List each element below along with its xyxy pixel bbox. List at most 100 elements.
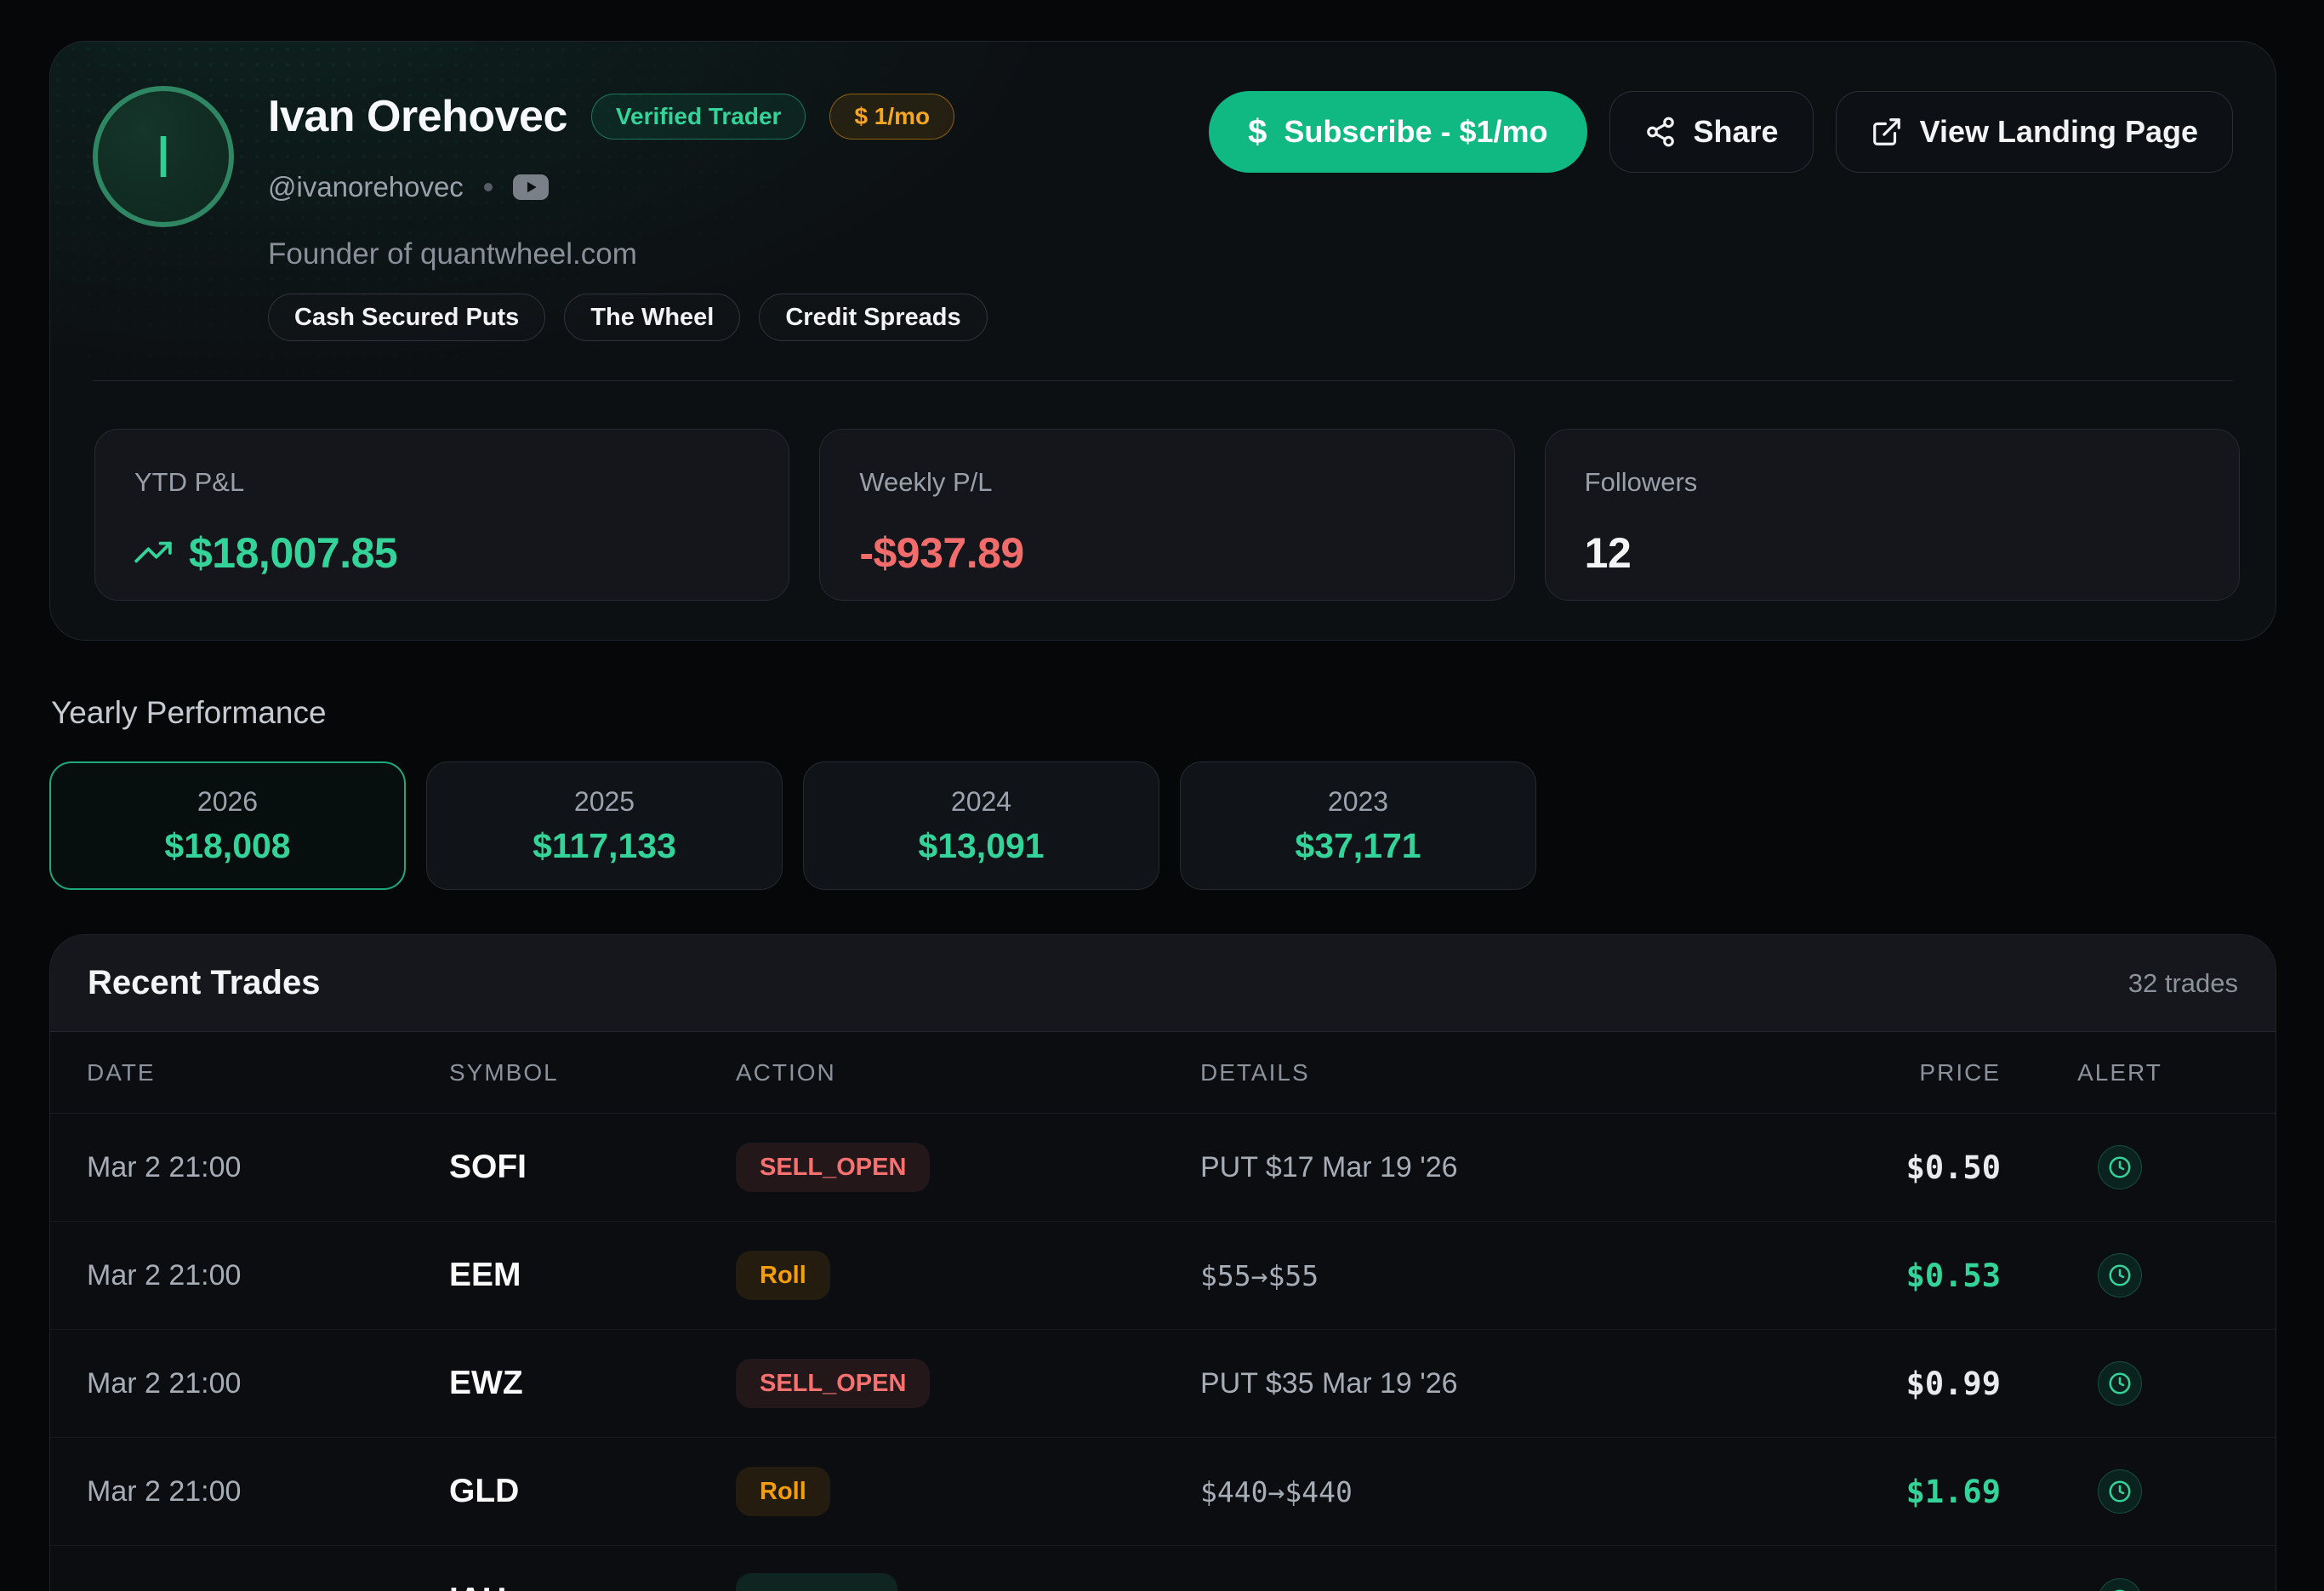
col-details: DETAILS [1200,1058,1310,1086]
trade-details: $55→$55 [1200,1258,1319,1292]
price-badge: $ 1/mo [829,94,955,140]
yearly-performance-cards: 2026 $18,008 2025 $117,133 2024 $13,091 … [49,761,2276,890]
avatar-initial: I [155,123,172,190]
stat-card-ytd-pnl: YTD P&L $18,007.85 [94,429,790,601]
clock-icon [2109,1372,2131,1394]
col-symbol: SYMBOL [449,1058,559,1086]
trade-row-eem[interactable]: Mar 2 21:00 EEM Roll $55→$55 $0.53 [50,1222,2276,1330]
alert-clock-button[interactable] [2098,1145,2142,1189]
alert-clock-button[interactable] [2098,1577,2142,1591]
trade-price: $0.50 [1905,1149,2001,1186]
subscribe-label: Subscribe - $1/mo [1284,114,1548,149]
alert-clock-button[interactable] [2098,1361,2142,1406]
alert-clock-button[interactable] [2098,1469,2142,1514]
year-label: 2024 [950,785,1012,817]
trade-price: $1.69 [1905,1473,2001,1510]
year-card-2026[interactable]: 2026 $18,008 [49,761,406,890]
dollar-icon: $ [1248,112,1267,151]
year-card-2023[interactable]: 2023 $37,171 [1180,761,1536,890]
ytd-pnl-value: $18,007.85 [189,529,398,577]
trade-symbol: EEM [449,1257,521,1293]
col-alert: ALERT [2077,1058,2162,1086]
stat-label: YTD P&L [134,467,245,497]
year-card-2025[interactable]: 2025 $117,133 [426,761,783,890]
year-value: $117,133 [533,825,676,865]
share-label: Share [1693,114,1779,149]
tag-credit-spreads: Credit Spreads [759,294,988,341]
trade-symbol: IAU [449,1582,736,1591]
tag-cash-secured-puts: Cash Secured Puts [268,294,546,341]
action-badge: SELL_OPEN [736,1359,931,1408]
share-button[interactable]: Share [1609,91,1814,173]
bio-text: Founder of quantwheel.com [268,237,637,271]
strategy-tags: Cash Secured Puts The Wheel Credit Sprea… [268,294,988,341]
action-badge [736,1573,897,1591]
stats-row: YTD P&L $18,007.85 Weekly P/L -$937.89 [94,429,2240,601]
trade-date: Mar 2 21:00 [87,1150,242,1183]
trade-row-sofi[interactable]: Mar 2 21:00 SOFI SELL_OPEN PUT $17 Mar 1… [50,1114,2276,1222]
profile-actions: $ Subscribe - $1/mo Share [1209,86,2233,341]
trader-handle: @ivanorehovec [268,171,464,202]
clock-icon [2109,1156,2131,1178]
trade-row-ewz[interactable]: Mar 2 21:00 EWZ SELL_OPEN PUT $35 Mar 19… [50,1330,2276,1438]
year-value: $18,008 [164,825,291,865]
trade-symbol: GLD [449,1473,520,1509]
recent-trades-title: Recent Trades [88,964,321,1001]
trades-column-header: DATE SYMBOL ACTION DETAILS PRICE ALERT [50,1032,2276,1114]
profile-divider [93,380,2233,381]
trade-date: Mar 2 21:00 [87,1366,242,1400]
dot-separator [483,183,493,191]
view-landing-page-button[interactable]: View Landing Page [1835,91,2233,173]
followers-value: 12 [1584,529,1632,577]
trade-date: Mar 2 21:00 [87,1474,242,1508]
year-label: 2026 [197,785,259,817]
year-value: $37,171 [1295,825,1421,865]
trade-price: $0.53 [1905,1257,2001,1294]
trending-up-icon [134,539,174,567]
clock-icon [2109,1264,2131,1286]
year-value: $13,091 [918,825,1045,865]
weekly-pl-value: -$937.89 [859,529,1024,577]
trade-row-gld[interactable]: Mar 2 21:00 GLD Roll $440→$440 $1.69 [50,1438,2276,1546]
tag-the-wheel: The Wheel [564,294,741,341]
stat-card-followers: Followers 12 [1544,429,2240,601]
trade-details: PUT $35 Mar 19 '26 [1200,1366,1458,1400]
stat-label: Followers [1584,467,1698,497]
col-date: DATE [87,1058,156,1086]
action-badge: Roll [736,1251,830,1300]
year-label: 2023 [1327,785,1389,817]
trade-details: PUT $17 Mar 19 '26 [1200,1150,1458,1183]
stat-label: Weekly P/L [859,467,993,497]
year-card-2024[interactable]: 2024 $13,091 [803,761,1159,890]
yearly-performance-title: Yearly Performance [51,695,327,730]
trade-details: $440→$440 [1200,1474,1353,1508]
handle-row: @ivanorehovec [268,171,988,203]
profile-header: I Ivan Orehovec Verified Trader $ 1/mo @… [50,42,2276,341]
col-action: ACTION [736,1058,836,1086]
recent-trades-header: Recent Trades 32 trades [50,935,2276,1032]
trade-date: Mar 2 21:00 [87,1258,242,1292]
view-landing-label: View Landing Page [1919,114,2198,149]
share-icon [1644,116,1677,148]
youtube-icon[interactable] [512,174,549,200]
trade-symbol: SOFI [449,1149,527,1185]
name-row: Ivan Orehovec Verified Trader $ 1/mo [268,89,988,144]
profile-info: Ivan Orehovec Verified Trader $ 1/mo @iv… [268,86,988,341]
clock-icon [2114,1589,2126,1591]
recent-trades-card: Recent Trades 32 trades DATE SYMBOL ACTI… [49,934,2276,1591]
action-badge: Roll [736,1467,830,1516]
year-label: 2025 [573,785,635,817]
clock-icon [2109,1480,2131,1503]
trade-row-iau-partial[interactable]: IAU [50,1546,2276,1591]
stat-card-weekly-pl: Weekly P/L -$937.89 [819,429,1515,601]
trade-symbol: EWZ [449,1365,523,1401]
alert-clock-button[interactable] [2098,1253,2142,1297]
external-link-icon [1871,116,1903,148]
trade-price: $0.99 [1905,1365,2001,1402]
action-badge: SELL_OPEN [736,1143,931,1192]
verified-trader-badge: Verified Trader [590,94,806,140]
subscribe-button[interactable]: $ Subscribe - $1/mo [1209,91,1587,173]
trades-count: 32 trades [2127,967,2238,998]
col-price: PRICE [1919,1058,2001,1086]
